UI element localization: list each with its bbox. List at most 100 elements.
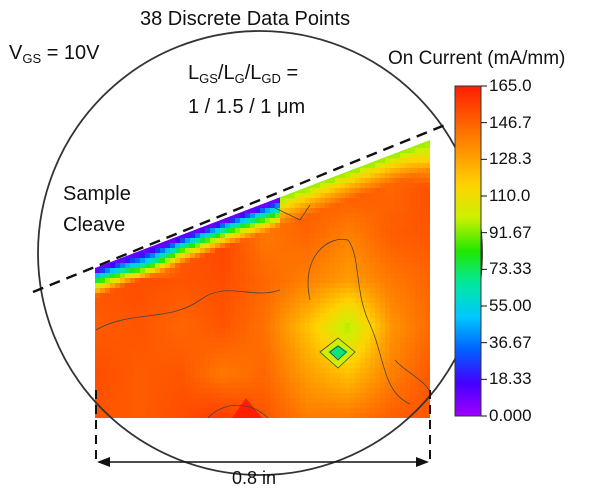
heatmap-cell (130, 158, 136, 164)
heatmap-cell (325, 273, 331, 279)
heatmap-cell (230, 333, 236, 339)
heatmap-cell (160, 223, 166, 229)
heatmap-cell (95, 413, 101, 418)
heatmap-cell (220, 228, 226, 234)
heatmap-cell (225, 253, 231, 259)
heatmap-cell (250, 353, 256, 359)
heatmap-cell (420, 140, 426, 144)
heatmap-cell (210, 398, 216, 404)
heatmap-cell (145, 303, 151, 309)
heatmap-cell (220, 253, 226, 259)
heatmap-cell (300, 188, 306, 194)
heatmap-cell (180, 368, 186, 374)
colorbar-tick-label: 128.3 (489, 149, 532, 169)
heatmap-cell (290, 318, 296, 324)
heatmap-cell (125, 268, 131, 274)
heatmap-cell (165, 208, 171, 214)
heatmap-cell (315, 343, 321, 349)
heatmap-cell (340, 403, 346, 409)
heatmap-cell (300, 248, 306, 254)
heatmap-cell (270, 313, 276, 319)
heatmap-cell (260, 388, 266, 394)
heatmap-cell (105, 388, 111, 394)
heatmap-cell (280, 208, 286, 214)
heatmap-cell (310, 193, 316, 199)
heatmap-cell (150, 348, 156, 354)
heatmap-cell (315, 333, 321, 339)
heatmap-cell (380, 228, 386, 234)
heatmap-cell (140, 293, 146, 299)
heatmap-cell (285, 193, 291, 199)
heatmap-cell (140, 198, 146, 204)
heatmap-cell (400, 368, 406, 374)
heatmap-cell (170, 298, 176, 304)
heatmap-cell (100, 140, 106, 144)
heatmap-cell (140, 218, 146, 224)
heatmap-cell (250, 228, 256, 234)
heatmap-cell (115, 333, 121, 339)
heatmap-cell (405, 298, 411, 304)
heatmap-cell (285, 403, 291, 409)
heatmap-cell (390, 258, 396, 264)
heatmap-cell (325, 148, 331, 154)
heatmap-cell (155, 283, 161, 289)
heatmap-cell (345, 288, 351, 294)
heatmap-cell (115, 303, 121, 309)
heatmap-cell (105, 303, 111, 309)
heatmap-cell (370, 248, 376, 254)
heatmap-cell (280, 178, 286, 184)
heatmap-cell (365, 198, 371, 204)
heatmap-cell (350, 328, 356, 334)
heatmap-cell (400, 203, 406, 209)
heatmap-cell (340, 223, 346, 229)
heatmap-cell (265, 293, 271, 299)
heatmap-cell (405, 258, 411, 264)
heatmap-cell (270, 143, 276, 149)
heatmap-cell (295, 318, 301, 324)
dimension-arrowhead-left (97, 457, 110, 467)
heatmap-cell (205, 323, 211, 329)
heatmap-cell (235, 278, 241, 284)
heatmap-cell (130, 178, 136, 184)
heatmap-cell (100, 348, 106, 354)
heatmap-cell (250, 143, 256, 149)
heatmap-cell (150, 258, 156, 264)
heatmap-cell (255, 163, 261, 169)
heatmap-cell (210, 263, 216, 269)
heatmap-cell (310, 403, 316, 409)
heatmap-cell (280, 318, 286, 324)
heatmap-cell (355, 168, 361, 174)
heatmap-cell (375, 408, 381, 414)
heatmap-cell (365, 233, 371, 239)
heatmap-cell (125, 353, 131, 359)
heatmap-cell (225, 408, 231, 414)
heatmap-cell (290, 168, 296, 174)
heatmap-cell (210, 288, 216, 294)
heatmap-cell (105, 338, 111, 344)
heatmap-cell (375, 158, 381, 164)
heatmap-cell (385, 268, 391, 274)
heatmap-cell (220, 273, 226, 279)
heatmap-cell (280, 283, 286, 289)
heatmap-cell (315, 140, 321, 144)
heatmap-cell (380, 218, 386, 224)
heatmap-cell (370, 158, 376, 164)
heatmap-cell (335, 373, 341, 379)
heatmap-cell (270, 253, 276, 259)
heatmap-cell (365, 368, 371, 374)
heatmap-cell (245, 303, 251, 309)
heatmap-cell (420, 183, 426, 189)
heatmap-cell (365, 273, 371, 279)
heatmap-cell (350, 188, 356, 194)
heatmap-cell (400, 233, 406, 239)
heatmap-cell (205, 208, 211, 214)
heatmap-cell (405, 353, 411, 359)
heatmap-cell (275, 238, 281, 244)
heatmap-cell (255, 403, 261, 409)
heatmap-cell (115, 408, 121, 414)
heatmap-cell (160, 393, 166, 399)
heatmap-cell (290, 343, 296, 349)
heatmap-cell (390, 158, 396, 164)
heatmap-cell (305, 233, 311, 239)
heatmap-cell (230, 148, 236, 154)
